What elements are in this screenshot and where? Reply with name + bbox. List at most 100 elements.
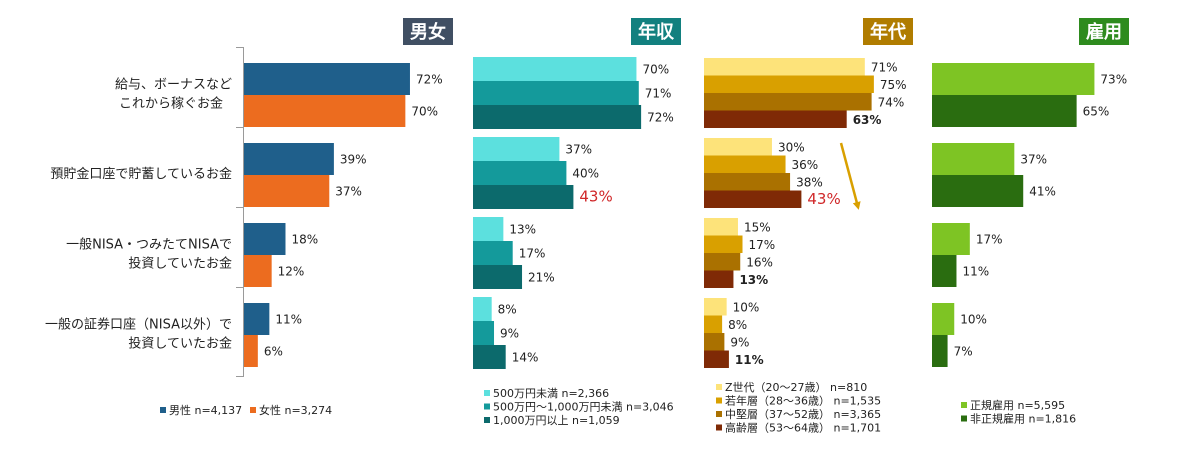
data-label: 6% [264,345,283,359]
bar [704,253,741,271]
legend-swatch [961,415,967,422]
legend-label: 正規雇用 n=5,595 [970,398,1065,412]
data-label: 65% [1083,105,1110,119]
panel-title-box [863,18,913,45]
category-label: 一般の証券口座（NISA以外）で [45,317,232,333]
legend-swatch [716,397,722,404]
bar [473,217,504,241]
data-label: 8% [728,318,747,332]
data-label: 37% [335,185,362,199]
data-label: 41% [1029,185,1056,199]
panel-title: 年代 [870,21,906,43]
bar [704,218,738,236]
bar [704,173,791,191]
bar [473,345,506,369]
panel-title: 男女 [410,21,446,43]
panel-title-box [1079,18,1129,45]
bar [932,255,957,287]
bar [473,105,642,129]
legend-swatch [961,402,967,408]
data-label: 9% [730,335,749,349]
category-label: 一般NISA・つみたてNISAで [66,237,232,253]
bar [473,265,523,289]
data-label: 63% [853,113,882,127]
legend-swatch [716,411,722,417]
data-label: 13% [739,273,768,287]
bar [473,137,560,161]
data-label: 75% [880,78,907,92]
bar [704,110,847,128]
legend-swatch [250,407,256,413]
data-label: 30% [778,140,805,154]
bar [473,81,639,105]
legend-label: 高齢層（53～64歳） n=1,701 [725,421,881,435]
bar [704,350,729,368]
data-label: 70% [642,63,669,77]
legend-swatch [716,384,722,390]
bar [932,95,1077,127]
data-label: 10% [733,300,760,314]
legend-label: Z世代（20～27歳） n=810 [725,381,867,394]
data-label: 72% [416,73,443,87]
data-label: 17% [976,233,1003,247]
data-label: 12% [278,265,305,279]
bar [704,298,727,316]
data-label: 10% [960,313,987,327]
bar [932,303,955,335]
data-label: 21% [528,271,555,285]
legend-swatch [484,390,490,396]
legend-label: 中堅層（37～52歳） n=3,365 [725,408,881,421]
bar [473,161,567,185]
data-label: 14% [512,351,539,365]
bar [704,235,743,253]
bar [244,143,334,175]
category-label: 投資していたお金 [128,256,232,272]
data-label: 17% [519,247,546,261]
data-label: 72% [647,111,674,125]
data-label: 37% [565,143,592,157]
bar [704,155,786,173]
panel-title-box [631,18,681,45]
bar [932,175,1024,207]
bar [932,223,970,255]
data-label: 15% [744,220,771,234]
data-label: 71% [645,87,672,101]
bar [704,58,865,76]
legend-label: 1,000万円以上 n=1,059 [493,414,620,427]
category-label: これから稼ぐお金 [119,96,223,112]
legend-swatch [484,403,490,410]
data-label: 70% [411,105,438,119]
data-label: 74% [878,95,905,109]
bar [932,143,1015,175]
bar [932,63,1095,95]
data-label: 16% [746,255,773,269]
bar [704,138,772,156]
trend-arrow [839,142,861,210]
data-label: 13% [509,223,536,237]
bar [244,175,330,207]
data-label: 18% [291,233,318,247]
data-label: 11% [962,265,989,279]
bar [473,185,574,209]
data-label: 7% [954,345,973,359]
data-label: 71% [871,60,898,74]
legend-label: 500万円～1,000万円未満 n=3,046 [493,401,674,414]
legend-label: 男性 n=4,137 [169,403,242,417]
data-label: 39% [340,153,367,167]
data-label: 40% [572,167,599,181]
data-label: 43% [807,190,840,208]
data-label: 36% [792,158,819,172]
bar [244,63,410,95]
bar [704,315,723,333]
category-label: 給与、ボーナスなど [115,78,232,93]
bar [704,93,872,111]
data-label: 8% [498,303,517,317]
bar [244,303,270,335]
panel-title: 年収 [638,21,675,43]
bar [704,333,725,351]
bar [473,297,492,321]
data-label: 9% [500,327,519,341]
bar [244,255,272,287]
panel-title-box [403,18,453,45]
bar [244,223,286,255]
